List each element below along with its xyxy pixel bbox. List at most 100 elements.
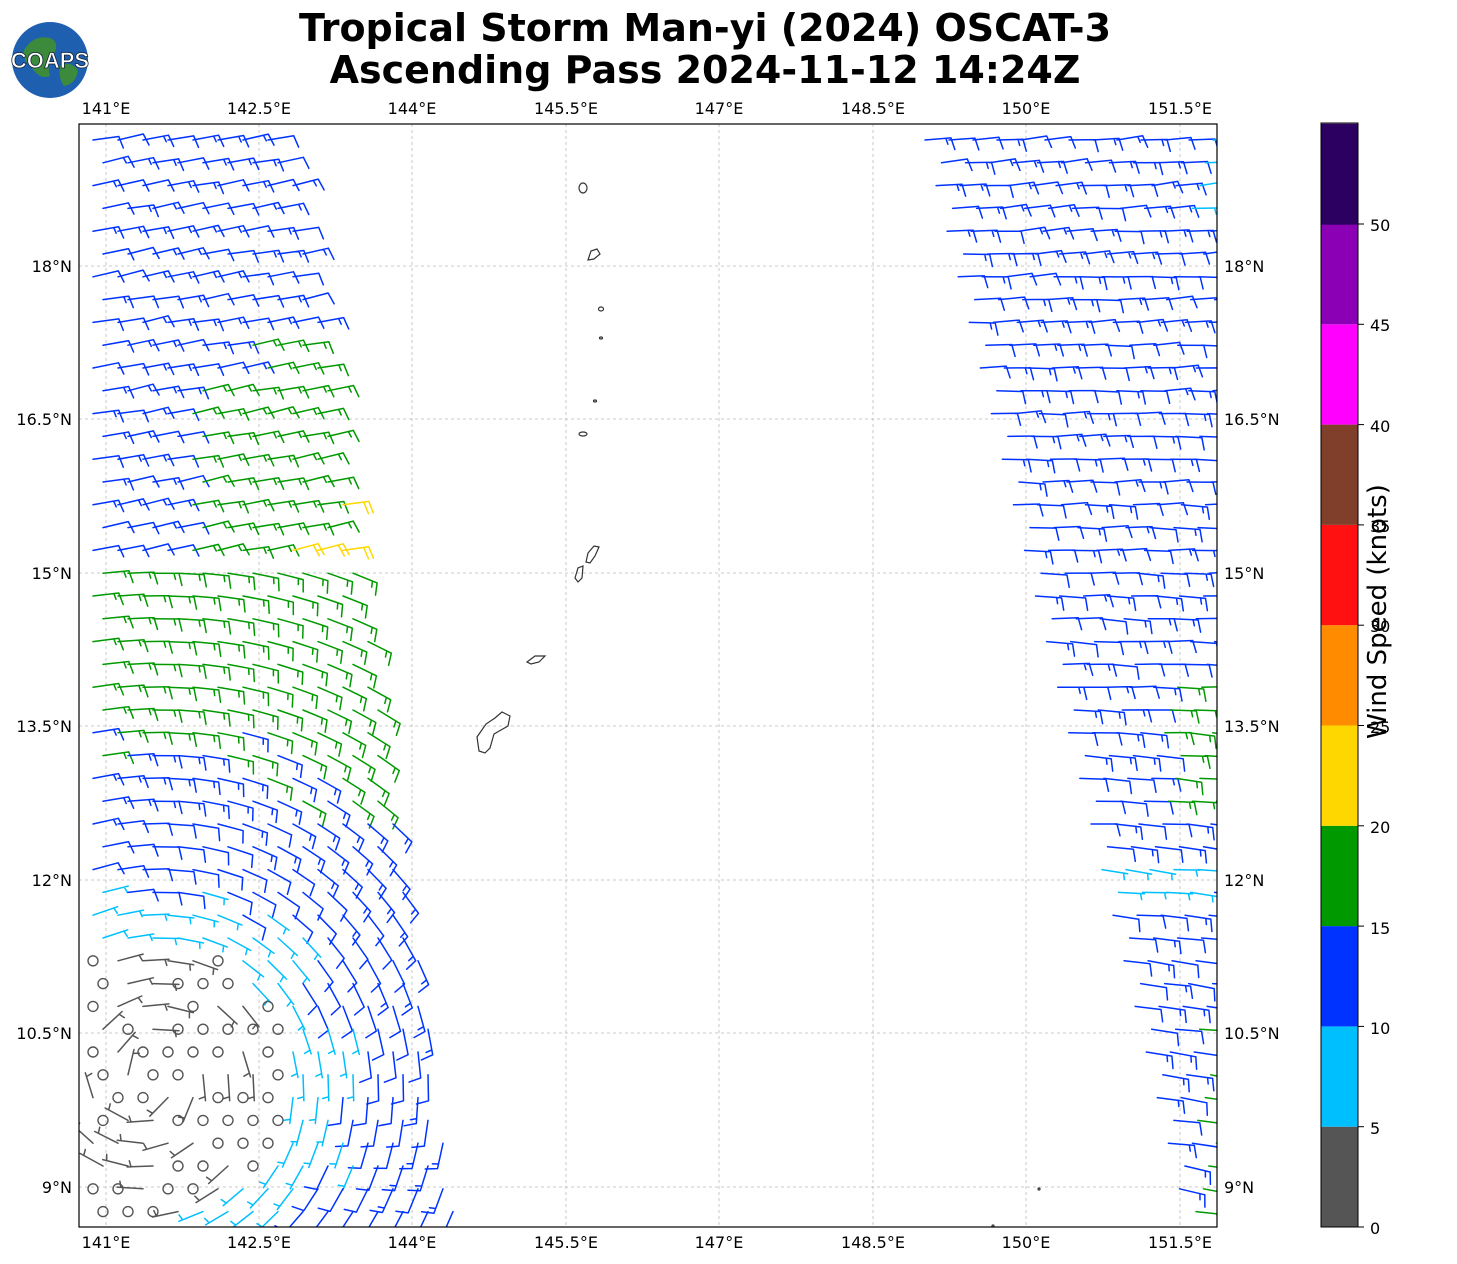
wind-barb [342, 914, 361, 946]
wind-barb [252, 754, 279, 777]
wind-barb [389, 1005, 402, 1039]
wind-barb [92, 592, 124, 606]
wind-barb [117, 995, 143, 1008]
wind-barb [1147, 960, 1176, 979]
wind-barb [217, 732, 245, 751]
wind-barb [302, 891, 324, 921]
wind-barb [1210, 823, 1217, 826]
lon-tick: 147°E [695, 99, 744, 118]
lon-tick: 142.5°E [227, 1233, 291, 1252]
wind-barb [367, 868, 387, 900]
wind-barb [217, 134, 250, 148]
wind-barb [327, 384, 360, 398]
wind-barb [1213, 891, 1217, 894]
wind-barb [267, 640, 294, 662]
wind-barb [92, 544, 125, 558]
wind-barb [352, 1028, 361, 1056]
wind-barb [352, 891, 372, 923]
wind-barb [1162, 823, 1193, 838]
wind-barb [202, 709, 231, 727]
wind-barb [1222, 1120, 1250, 1135]
colorbar-tick: 45 [1370, 316, 1390, 335]
wind-barb [167, 732, 198, 748]
colorbar [1320, 122, 1364, 1228]
wind-barb [277, 846, 302, 873]
wind-barb [167, 544, 200, 557]
wind-barb [285, 1165, 304, 1190]
wind-barb [117, 409, 150, 423]
wind-barb [167, 454, 200, 468]
wind-barb [267, 777, 293, 801]
wind-barb [217, 823, 244, 844]
wind-barb [973, 297, 1006, 311]
wind-barb [1141, 891, 1170, 900]
colorbar-segment [1321, 725, 1358, 826]
wind-barb [1182, 1005, 1211, 1024]
wind-barb [1051, 617, 1083, 631]
colorbar-tick: 5 [1370, 1119, 1380, 1138]
wind-barb [267, 595, 295, 616]
wind-barb [202, 754, 231, 773]
wind-barb [292, 914, 314, 945]
wind-barb [1164, 731, 1195, 746]
wind-barb [1010, 252, 1042, 267]
wind-barb [142, 1142, 169, 1152]
wind-barb [177, 846, 207, 863]
wind-barb [342, 686, 368, 712]
wind-barb [267, 226, 300, 240]
wind-barb [420, 1188, 444, 1214]
island-guam [476, 711, 511, 754]
wind-barb [1169, 1051, 1198, 1070]
wind-barb [1108, 504, 1139, 520]
wind-barb [1097, 457, 1129, 471]
wind-barb [1084, 754, 1114, 772]
wind-barb [217, 500, 250, 514]
wind-barb [227, 522, 260, 536]
wind-barb [1023, 204, 1056, 218]
wind-barb [227, 340, 260, 354]
wind-barb [1112, 320, 1144, 334]
wind-barb [277, 800, 303, 825]
wind-barb [302, 937, 322, 961]
wind-barb [267, 271, 300, 284]
wind-barb [169, 1142, 194, 1159]
wind-barb [317, 363, 350, 377]
wind-barb [377, 800, 399, 830]
wind-barb [167, 686, 198, 702]
wind-barb [1092, 137, 1124, 151]
wind-barb [308, 1096, 319, 1125]
wind-barb [367, 686, 392, 713]
wind-barb [274, 1210, 304, 1227]
wind-barb [252, 386, 285, 400]
island-farallon [578, 182, 588, 194]
wind-barb [92, 409, 125, 423]
wind-barb [327, 982, 342, 1016]
wind-barb [1199, 182, 1217, 187]
wind-barb [1175, 777, 1204, 796]
wind-barb [1103, 434, 1135, 449]
island-rota [525, 655, 547, 665]
wind-barb [1106, 846, 1137, 863]
wind-barb [302, 754, 328, 780]
wind-barb [302, 384, 335, 398]
wind-barb [142, 315, 175, 328]
wind-barb [217, 777, 245, 798]
wind-barb [935, 183, 967, 197]
wind-barb [1007, 181, 1040, 195]
wind-barb [1018, 481, 1048, 497]
calm-marker [137, 1046, 149, 1058]
wind-barb [1130, 595, 1162, 609]
wind-barb [92, 862, 125, 875]
wind-barb [1095, 548, 1127, 562]
wind-barb [999, 203, 1032, 217]
wind-barb [1165, 295, 1198, 309]
wind-barb [142, 777, 174, 791]
wind-barb [267, 960, 288, 983]
wind-barb [277, 709, 304, 732]
wind-barb [368, 1210, 379, 1227]
wind-barb [1103, 777, 1133, 795]
wind-barb [1140, 138, 1172, 153]
wind-barb [1029, 272, 1062, 286]
wind-barb [392, 868, 411, 901]
wind-barb [252, 522, 285, 536]
